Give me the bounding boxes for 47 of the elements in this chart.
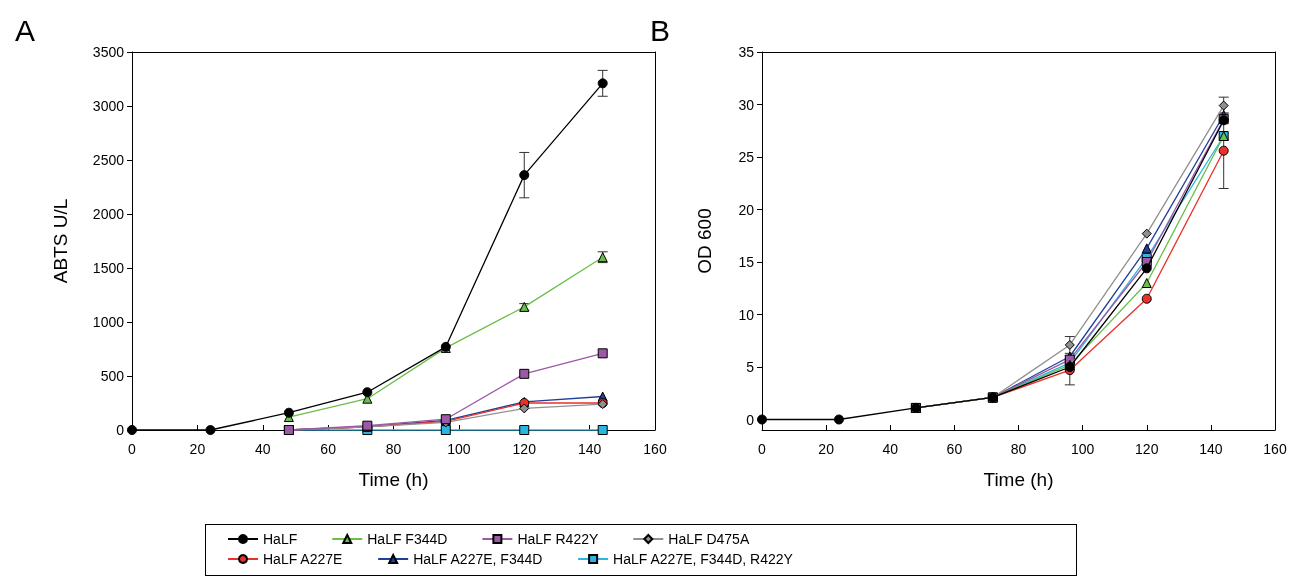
x-tick-label: 40 [254, 441, 271, 457]
y-tick-label: 1000 [92, 314, 125, 330]
y-tick-label: 0 [746, 411, 755, 428]
x-tick-label: 100 [447, 441, 471, 457]
y-tick-label: 5 [746, 359, 755, 375]
chart-title: B [650, 13, 671, 47]
y-tick-label: 2000 [92, 206, 125, 222]
x-tick-label: 0 [758, 441, 767, 457]
y-tick-label: 15 [738, 254, 755, 270]
legend-label: HaLF D475A [668, 531, 750, 547]
x-tick-label: 40 [882, 441, 899, 457]
y-tick-label: 35 [738, 44, 755, 60]
x-tick-label: 0 [128, 441, 137, 457]
y-tick-label: 3500 [92, 44, 125, 60]
x-tick-label: 140 [1199, 441, 1223, 457]
x-tick-label: 20 [818, 441, 835, 457]
x-tick-label: 80 [385, 441, 402, 457]
y-axis-title: OD 600 [694, 208, 715, 274]
x-tick-label: 60 [320, 441, 337, 457]
x-tick-label: 20 [189, 441, 206, 457]
y-tick-label: 0 [116, 422, 125, 438]
x-axis-title: Time (h) [358, 469, 429, 490]
legend-label: HaLF A227E, F344D, R422Y [613, 551, 794, 567]
y-tick-label: 10 [738, 306, 755, 323]
x-tick-label: 120 [1135, 441, 1159, 457]
y-axis-title: ABTS U/L [50, 198, 71, 284]
x-axis-title: Time (h) [983, 469, 1054, 490]
x-tick-label: 100 [1070, 441, 1095, 457]
y-tick-label: 30 [738, 96, 755, 113]
x-tick-label: 80 [1010, 441, 1027, 457]
y-tick-label: 20 [738, 201, 755, 218]
y-tick-label: 500 [100, 368, 125, 384]
legend-label: HaLF A227E, F344D [413, 551, 543, 567]
x-tick-label: 60 [946, 441, 963, 457]
x-tick-label: 140 [577, 441, 602, 457]
legend-label: HaLF [263, 531, 298, 547]
y-tick-label: 2500 [92, 152, 125, 168]
legend-label: HaLF F344D [367, 531, 448, 547]
y-tick-label: 25 [738, 149, 755, 165]
x-tick-label: 120 [512, 441, 537, 457]
chart-title: A [15, 13, 36, 47]
x-tick-label: 160 [643, 441, 667, 457]
y-tick-label: 3000 [92, 98, 125, 114]
y-tick-label: 1500 [92, 260, 125, 276]
x-tick-label: 160 [1263, 441, 1287, 457]
legend-label: HaLF R422Y [517, 531, 599, 547]
legend-label: HaLF A227E [263, 551, 343, 567]
